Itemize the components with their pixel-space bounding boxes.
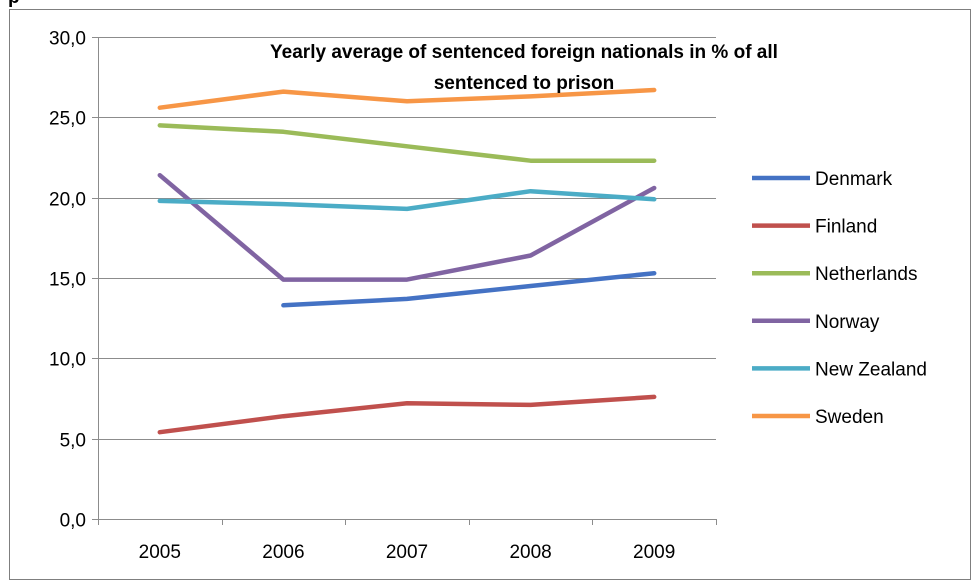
legend: Denmark Finland Netherlands Norway New Zeala… bbox=[752, 169, 927, 428]
clipped-heading-text: p bbox=[8, 0, 20, 8]
axes: 0,0 5,0 10,0 15,0 20,0 25,0 30,0 2005 2006 2007 20… bbox=[49, 29, 717, 563]
y-tick-label: 5,0 bbox=[60, 431, 86, 452]
series-line-finland bbox=[157, 394, 657, 435]
series-line-denmark bbox=[281, 270, 657, 308]
series-line-norway bbox=[157, 172, 657, 282]
y-tick-label: 30,0 bbox=[49, 29, 86, 50]
x-tick-label: 2006 bbox=[262, 542, 304, 563]
series-line-netherlands bbox=[157, 123, 657, 163]
chart-title-line-1: Yearly average of sentenced foreign nati… bbox=[270, 42, 778, 63]
series-lines bbox=[157, 87, 657, 435]
legend-label-sweden: Sweden bbox=[815, 407, 884, 428]
y-tick-label: 10,0 bbox=[49, 350, 86, 371]
chart-title: Yearly average of sentenced foreign nati… bbox=[270, 42, 778, 94]
y-tick-label: 0,0 bbox=[60, 511, 86, 532]
x-tick-label: 2005 bbox=[139, 542, 181, 563]
chart-title-line-2: sentenced to prison bbox=[434, 73, 615, 94]
y-tick-label: 20,0 bbox=[49, 190, 86, 211]
series-line-sweden bbox=[157, 87, 657, 110]
legend-label-norway: Norway bbox=[815, 312, 880, 333]
y-tick-label: 15,0 bbox=[49, 270, 86, 291]
series-line-new-zealand bbox=[157, 188, 657, 212]
legend-label-finland: Finland bbox=[815, 217, 877, 238]
chart-border bbox=[9, 9, 971, 580]
x-tick-label: 2009 bbox=[633, 542, 675, 563]
legend-label-new-zealand: New Zealand bbox=[815, 359, 927, 380]
y-tick-label: 25,0 bbox=[49, 109, 86, 130]
x-tick-label: 2008 bbox=[509, 542, 551, 563]
x-tick-label: 2007 bbox=[386, 542, 428, 563]
legend-label-denmark: Denmark bbox=[815, 169, 893, 190]
legend-label-netherlands: Netherlands bbox=[815, 264, 917, 285]
